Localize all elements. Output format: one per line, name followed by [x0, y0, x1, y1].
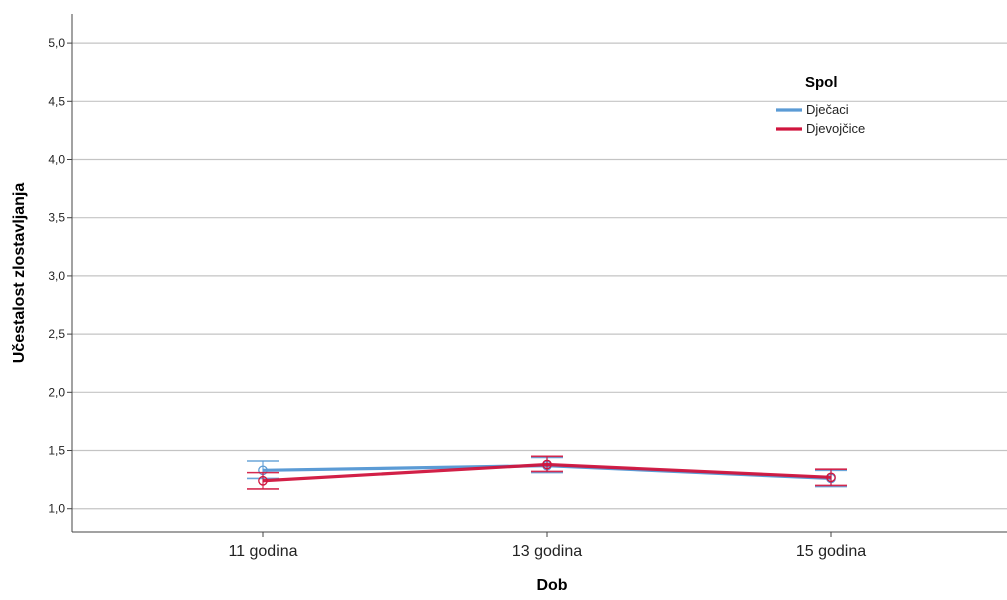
- series-plot-area: [247, 455, 847, 490]
- y-axis-title: Učestalost zlostavljanja: [11, 183, 28, 364]
- x-axis-title: Dob: [536, 577, 567, 594]
- series-girls: [247, 455, 847, 490]
- x-category-labels: 11 godina 13 godina 15 godina: [228, 543, 866, 560]
- y-tick-label: 2,5: [48, 327, 65, 341]
- data-point: [542, 459, 552, 470]
- y-tick-label: 3,0: [48, 269, 65, 283]
- data-point: [258, 475, 268, 486]
- gridlines: [72, 42, 1007, 510]
- legend-item-label: Dječaci: [806, 102, 849, 117]
- y-tick-label: 3,5: [48, 211, 65, 225]
- data-point: [826, 472, 836, 483]
- x-category-label: 11 godina: [228, 543, 297, 560]
- axes: [67, 14, 1007, 537]
- legend: Spol Dječaci Djevojčice: [776, 74, 865, 136]
- y-tick-label: 1,5: [48, 444, 65, 458]
- legend-item-label: Djevojčice: [806, 121, 865, 136]
- y-tick-label: 5,0: [48, 36, 65, 50]
- series-line: [262, 462, 832, 483]
- y-tick-label: 4,0: [48, 153, 65, 167]
- y-tick-labels: 1,0 1,5 2,0 2,5 3,0 3,5 4,0 4,5 5,0: [48, 36, 65, 516]
- x-category-label: 13 godina: [512, 543, 582, 560]
- x-category-label: 15 godina: [796, 543, 866, 560]
- legend-title: Spol: [805, 74, 838, 91]
- y-tick-label: 1,0: [48, 502, 65, 516]
- y-tick-label: 4,5: [48, 94, 65, 108]
- y-tick-label: 2,0: [48, 385, 65, 399]
